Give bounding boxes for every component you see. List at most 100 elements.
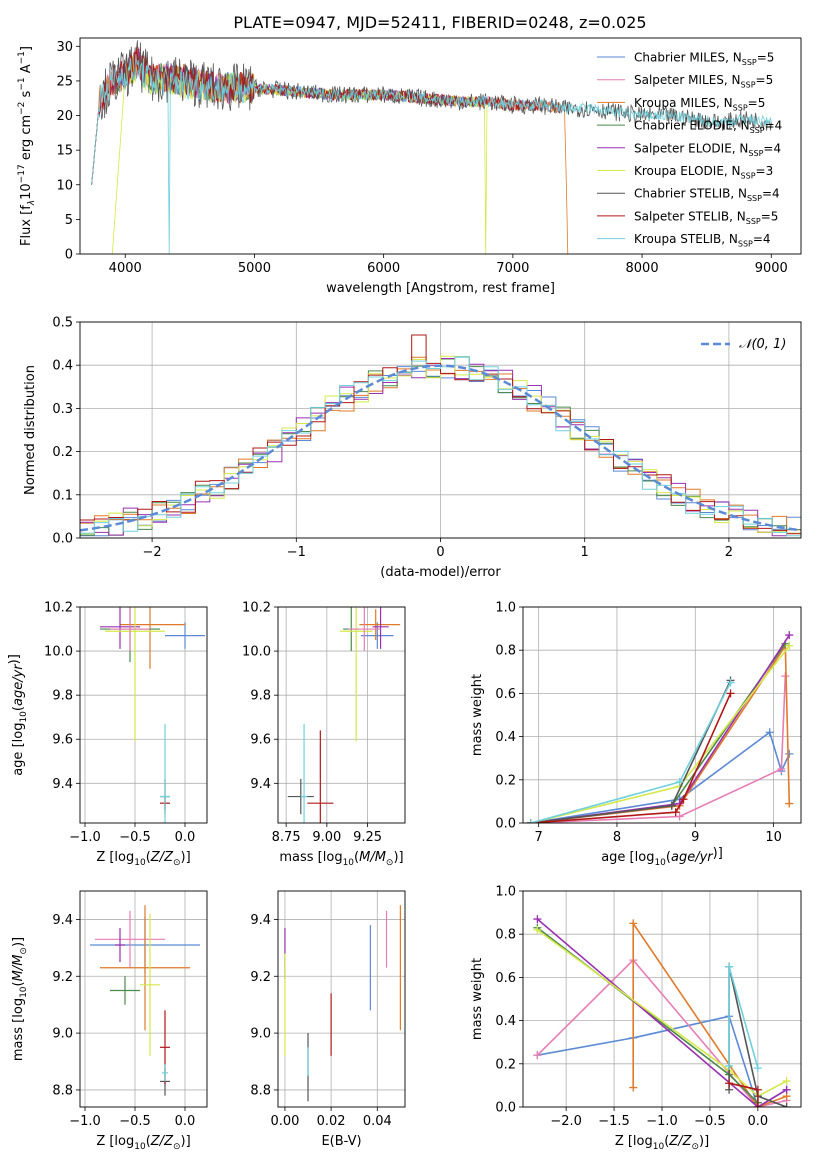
x-tick-label: −0.5 <box>694 1114 726 1129</box>
y-axis-label: mass weight <box>470 958 485 1040</box>
weight-marker <box>777 765 786 773</box>
legend-entry: 𝒩(0, 1) <box>739 337 786 352</box>
y-tick-label: 30 <box>56 40 73 55</box>
errorbar-point <box>162 1064 168 1082</box>
weight-series-line <box>536 929 787 1098</box>
weight-marker <box>533 1051 542 1060</box>
errorbar-point <box>115 927 125 963</box>
errorbar-point <box>110 607 150 652</box>
y-tick-label: 1.0 <box>495 885 516 900</box>
y-tick-label: 0.1 <box>52 488 73 503</box>
weight-marker <box>765 728 774 737</box>
legend-entry: Kroupa MILES, NSSP=5 <box>634 96 765 113</box>
x-tick-label: 0.0 <box>748 1114 769 1129</box>
weight-marker <box>785 641 794 650</box>
weight-marker <box>785 631 794 640</box>
y-tick-label: 1.0 <box>495 601 516 616</box>
x-tick-label: 0.0 <box>175 830 196 845</box>
weight-marker <box>782 1077 791 1086</box>
axes-frame <box>79 321 802 539</box>
weight-marker <box>725 962 734 971</box>
y-tick-label: 0.4 <box>52 359 73 374</box>
y-tick-label: 0.2 <box>495 773 516 788</box>
errorbar-point <box>120 607 185 669</box>
axes-frame <box>79 890 208 1108</box>
y-axis-label: mass [log10(M/M⊙)] <box>11 937 29 1061</box>
y-tick-label: 0.2 <box>52 445 73 460</box>
x-tick-label: 9000 <box>755 261 788 276</box>
x-tick-label: 9.00 <box>312 830 341 845</box>
x-tick-label: −2.0 <box>550 1114 582 1129</box>
weight-series-line <box>530 693 732 823</box>
weight-marker <box>782 1103 791 1107</box>
weight-marker <box>726 689 735 698</box>
axes-frame <box>277 606 406 824</box>
weight-series-line <box>530 676 787 823</box>
errorbar-point <box>140 913 160 1056</box>
weight-marker <box>533 925 542 934</box>
weight-series-line <box>536 918 788 1107</box>
x-tick-label: 8.75 <box>272 830 301 845</box>
y-tick-label: 10.0 <box>44 645 73 660</box>
y-tick-label: 10.2 <box>242 601 271 616</box>
weight-marker <box>675 812 684 821</box>
errorbar-point <box>348 607 381 652</box>
figure-title: PLATE=0947, MJD=52411, FIBERID=0248, z=0… <box>233 13 646 32</box>
weight-marker <box>785 799 794 808</box>
y-tick-label: 0.0 <box>495 1101 516 1116</box>
x-tick-label: 0.00 <box>270 1114 299 1129</box>
axes-frame <box>522 890 802 1108</box>
y-tick-label: 0.3 <box>52 402 73 417</box>
errorbar-point <box>100 905 190 1031</box>
weight-marker <box>753 1103 762 1107</box>
x-tick-label: 9.25 <box>353 830 382 845</box>
x-tick-label: −1.5 <box>598 1114 630 1129</box>
x-tick-label: −0.5 <box>119 1114 151 1129</box>
x-tick-label: 7 <box>535 830 543 845</box>
x-axis-label: Z [log10(Z/Z⊙)] <box>96 850 190 868</box>
weight-marker <box>753 1064 762 1073</box>
axes-frame <box>522 606 802 824</box>
x-tick-label: −1.0 <box>646 1114 678 1129</box>
errorbar-point <box>359 609 401 641</box>
x-tick-label: 0 <box>436 545 444 560</box>
mass-vs-metallicity-panel: −1.0 −0.5 0.0 8.8 9.0 9.2 9.4 Z [log10(Z/Z⊙)] ma… <box>11 890 208 1152</box>
errorbar-point <box>339 607 373 742</box>
weight-vs-metallicity-panel: −2.0 −1.5 −1.0 −0.5 0.0 0.0 0.2 0.4 0.6 0.8 1.0 mas… <box>470 885 802 1152</box>
legend-entry: Kroupa ELODIE, NSSP=3 <box>634 164 773 181</box>
weight-marker <box>726 678 735 687</box>
y-tick-label: 9.6 <box>250 733 271 748</box>
y-tick-label: 9.4 <box>52 913 73 928</box>
plot-area <box>80 334 801 537</box>
y-axis-label: Normed distribution <box>23 365 38 495</box>
errorbar-point <box>100 607 140 649</box>
weight-marker <box>725 1061 734 1070</box>
x-axis-label: Z [log10(Z/Z⊙)] <box>615 1134 709 1152</box>
x-tick-label: −1.0 <box>69 830 101 845</box>
legend-entry: Chabrier ELODIE, NSSP=4 <box>634 119 782 136</box>
y-tick-label: 0.0 <box>495 817 516 832</box>
age-vs-mass-panel: 8.75 9.00 9.25 9.4 9.6 9.8 10.0 10.2 mass [log10… <box>242 601 406 868</box>
y-tick-label: 25 <box>56 74 73 89</box>
plot-area <box>284 905 401 1102</box>
x-axis-label: E(B-V) <box>321 1134 361 1149</box>
y-tick-label: 0.4 <box>495 730 516 745</box>
x-tick-label: 1 <box>581 545 589 560</box>
weight-marker <box>785 749 794 758</box>
weight-marker <box>725 1079 734 1088</box>
errorbar-point <box>307 730 334 823</box>
weight-marker <box>782 1085 791 1094</box>
errorbar-point <box>300 723 308 823</box>
axes-frame <box>277 890 406 1108</box>
spectrum-series-line <box>91 53 772 254</box>
x-axis-label: (data-model)/error <box>380 565 501 580</box>
legend-entry: Kroupa STELIB, NSSP=4 <box>634 232 771 249</box>
y-tick-label: 0.8 <box>495 644 516 659</box>
weight-marker <box>679 795 688 804</box>
y-tick-label: 8.8 <box>250 1083 271 1098</box>
y-tick-label: 9.8 <box>250 689 271 704</box>
x-tick-label: 8000 <box>626 261 659 276</box>
errorbar-point <box>165 622 205 649</box>
weight-marker <box>675 777 684 786</box>
x-axis-label: age [log10(age/yr)] <box>601 846 723 868</box>
